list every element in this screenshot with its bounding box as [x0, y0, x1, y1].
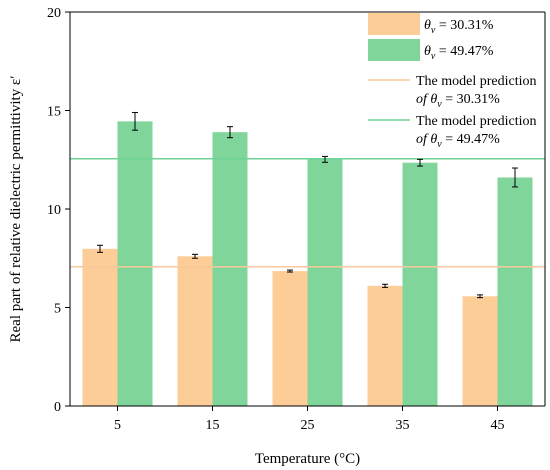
legend-subscript: v [437, 139, 442, 150]
bar-series1-35 [367, 285, 403, 406]
y-axis-title: Real part of relative dielectric permitt… [8, 76, 24, 343]
error-bars-layer [97, 111, 518, 299]
legend-value: = 49.47% [435, 44, 493, 59]
bar-series1-45 [462, 296, 498, 406]
error-bar-series1-35 [382, 283, 388, 288]
x-ticks: 5 15 25 35 45 [114, 406, 505, 433]
y-tick-label: 10 [47, 203, 61, 218]
legend-symbol: of θ [416, 92, 437, 107]
legend: θv = 30.31%θv = 49.47%The model predicti… [368, 13, 537, 150]
error-bar-series2-5 [132, 111, 138, 131]
legend-entry-series-1: θv = 30.31% [368, 13, 494, 36]
bars-layer [82, 121, 533, 407]
error-bar-series2-45 [512, 167, 518, 188]
y-tick-label: 0 [54, 400, 61, 415]
legend-subscript: v [431, 51, 436, 62]
y-tick-label: 15 [47, 105, 61, 120]
bar-series1-5 [82, 248, 118, 406]
legend-subscript: v [431, 25, 436, 36]
svg-text:θv = 49.47%: θv = 49.47% [424, 44, 494, 62]
bar-series1-15 [177, 256, 213, 406]
y-tick-label: 5 [54, 302, 61, 317]
error-bar-series2-15 [227, 126, 233, 139]
svg-text:of θv = 49.47%: of θv = 49.47% [416, 132, 500, 150]
reference-lines-layer [70, 158, 545, 268]
legend-symbol: θ [424, 44, 431, 59]
bar-series2-25 [307, 159, 343, 406]
y-tick-label: 20 [47, 6, 61, 21]
legend-value: = 49.47% [442, 132, 500, 147]
legend-swatch [368, 39, 420, 61]
x-tick-label: 45 [491, 418, 505, 433]
error-bar-series1-5 [97, 244, 103, 253]
legend-value: = 30.31% [442, 92, 500, 107]
error-bar-series1-25 [287, 269, 293, 273]
bar-series1-25 [272, 271, 308, 406]
legend-entry-series-2: θv = 49.47% [368, 39, 494, 62]
bar-series2-15 [212, 132, 248, 407]
x-tick-label: 25 [301, 418, 315, 433]
legend-label-line1: The model prediction [416, 114, 537, 129]
error-bar-series1-15 [192, 253, 198, 259]
legend-subscript: v [437, 99, 442, 110]
x-tick-label: 35 [396, 418, 410, 433]
legend-symbol: of θ [416, 132, 437, 147]
legend-value: = 30.31% [435, 18, 493, 33]
y-ticks: 0 5 10 15 20 [47, 6, 70, 415]
x-tick-label: 5 [114, 418, 121, 433]
error-bar-series2-35 [417, 158, 423, 167]
legend-symbol: θ [424, 18, 431, 33]
x-axis-title: Temperature (°C) [255, 451, 360, 467]
svg-text:of θv = 30.31%: of θv = 30.31% [416, 92, 500, 110]
bar-series2-35 [402, 162, 438, 406]
error-bar-series1-45 [477, 294, 483, 299]
bar-series2-45 [497, 177, 533, 406]
error-bar-series2-25 [322, 155, 328, 163]
legend-entry-reference-1: The model prediction of θv = 30.31% [368, 74, 537, 110]
svg-text:θv = 30.31%: θv = 30.31% [424, 18, 494, 36]
bar-series2-5 [117, 121, 153, 407]
legend-swatch [368, 13, 420, 35]
legend-label-line1: The model prediction [416, 74, 537, 89]
legend-entry-reference-2: The model prediction of θv = 49.47% [368, 114, 537, 150]
x-tick-label: 15 [206, 418, 220, 433]
